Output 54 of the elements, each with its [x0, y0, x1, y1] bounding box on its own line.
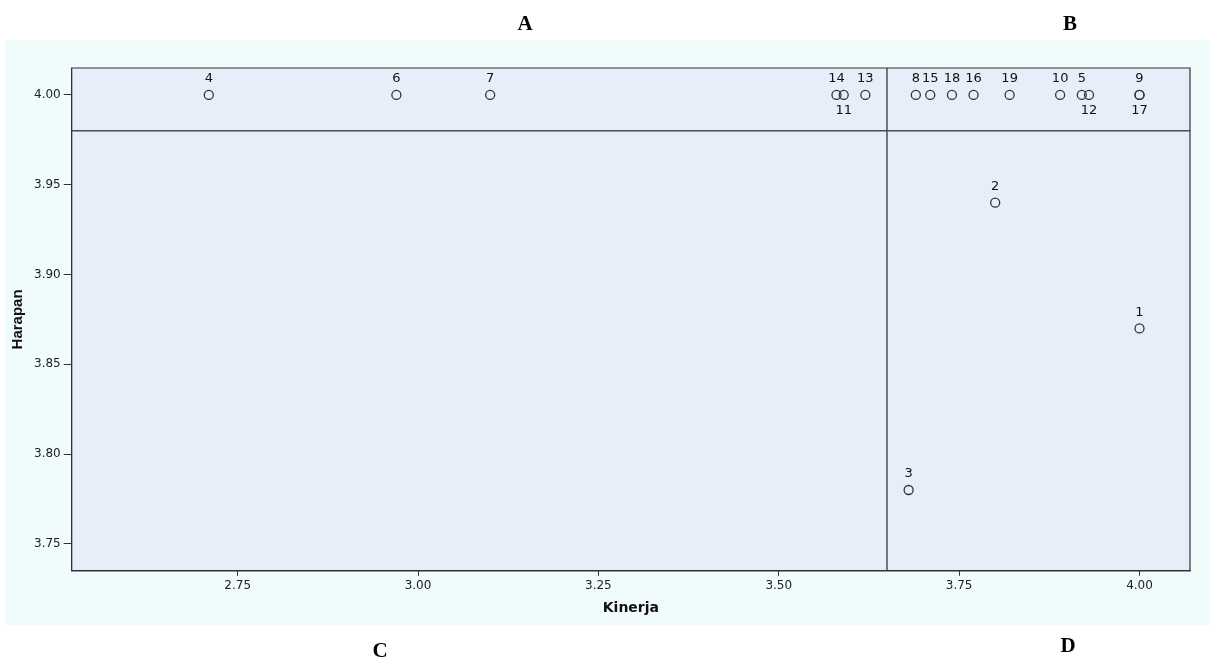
- y-tick-label: 3.90: [34, 266, 61, 281]
- annotation: 1: [1135, 303, 1144, 319]
- y-tick-label: 3.85: [34, 356, 61, 371]
- y-tick-label: 3.95: [34, 176, 61, 191]
- x-tick-label: 3.50: [765, 578, 793, 593]
- y-axis-title: Harapan: [8, 289, 26, 350]
- point: [903, 484, 914, 496]
- point: [203, 89, 214, 101]
- text: A: [517, 11, 534, 36]
- annotation: 10: [1051, 70, 1069, 86]
- point: [391, 89, 402, 101]
- annotation: 19: [1001, 70, 1018, 86]
- y-tick-label: 3.75: [34, 535, 61, 550]
- x-tick-label: 3.25: [585, 578, 612, 593]
- point: [1054, 89, 1066, 101]
- point: [968, 89, 979, 101]
- x-tick-label: 4.00: [1126, 578, 1153, 593]
- y-tick-label: 4.00: [34, 87, 61, 102]
- point: [1083, 89, 1095, 101]
- point: [860, 89, 871, 101]
- annotation: 3: [904, 465, 913, 481]
- annotation: 5: [1077, 70, 1086, 86]
- point: [925, 89, 936, 101]
- annotation: 18: [943, 70, 961, 86]
- annotation: 12: [1080, 102, 1098, 118]
- point: [1134, 323, 1145, 334]
- point: [1076, 89, 1087, 101]
- annotation: 13: [857, 70, 874, 86]
- annotation: 15: [922, 70, 939, 86]
- text: D: [1060, 633, 1076, 658]
- annotation: 11: [835, 102, 852, 118]
- annotation: 2: [991, 178, 1000, 194]
- x-tick-label: 2.75: [224, 578, 252, 593]
- point: [910, 89, 921, 101]
- annotation: 17: [1131, 102, 1148, 118]
- annotation: 7: [486, 70, 495, 86]
- point: [831, 89, 842, 101]
- text: C: [372, 638, 388, 663]
- point: [485, 89, 496, 101]
- annotation: 8: [911, 70, 920, 86]
- annotation: 16: [965, 70, 982, 86]
- point: [1004, 89, 1015, 101]
- y-tick-label: 3.80: [34, 446, 61, 461]
- point: [946, 89, 958, 101]
- point: [990, 197, 1001, 208]
- annotation: 4: [204, 70, 213, 86]
- x-tick-label: 3.75: [945, 578, 973, 593]
- x-axis-title: Kinerja: [602, 599, 659, 616]
- text: B: [1062, 11, 1078, 36]
- point: [838, 89, 849, 101]
- annotation: 14: [828, 70, 845, 86]
- x-tick-label: 3.00: [404, 578, 432, 593]
- annotation: 6: [392, 70, 401, 86]
- annotation: 9: [1135, 70, 1144, 86]
